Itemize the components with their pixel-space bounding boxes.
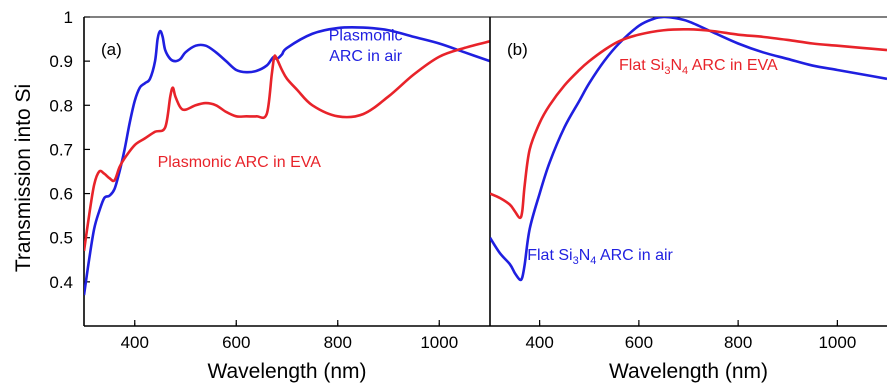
annotation-part: 3 [573,255,579,267]
annotation-part: 3 [664,65,670,77]
annotation-label: Flat Si3N4 ARC in EVA [619,57,778,77]
panel-label: (b) [507,40,528,59]
y-tick-label: 0.7 [49,140,73,159]
x-tick-label: 600 [222,333,250,352]
y-tick-label: 0.5 [49,229,73,248]
y-axis-label: Transmission into Si [12,84,35,272]
y-tick-label: 0.8 [49,96,73,115]
x-tick-label: 800 [724,333,752,352]
x-tick-label: 800 [324,333,352,352]
y-tick-label: 0.4 [49,273,73,292]
x-axis-label: Wavelength (nm) [207,360,366,383]
panel-label: (a) [101,40,122,59]
series-line-flat-si3n4-arc-in-air [490,17,887,282]
annotation-part: ARC in air [596,247,673,264]
panel-a: 400 600 800 1000 0.4 0.5 0.6 0.7 0.8 0.9 1 Waveleng… [49,8,490,383]
annotation-part: N [579,247,591,264]
x-tick-label: 400 [121,333,149,352]
x-tick-label: 400 [525,333,553,352]
annotation-part: ARC in EVA [688,57,778,74]
annotation-label: Plasmonic [329,27,403,44]
annotation-part: 4 [590,255,596,267]
annotation-label: Flat Si3N4 ARC in air [527,247,673,267]
y-tick-label: 0.6 [49,185,73,204]
series-line-plasmonic-arc-in-air [84,25,490,296]
annotation-part: Flat Si [527,247,572,264]
annotation-part: 4 [682,65,688,77]
x-axis-label: Wavelength (nm) [609,360,768,383]
annotation-part: Flat Si [619,57,664,74]
annotation-label: Plasmonic ARC in EVA [158,154,322,171]
x-tick-label: 1000 [420,333,458,352]
x-tick-label: 600 [625,333,653,352]
annotation-part: N [670,57,682,74]
annotation-label: ARC in air [329,48,403,65]
series-line-flat-si3n4-arc-in-eva [490,28,887,220]
y-tick-label: 0.9 [49,52,73,71]
y-tick-label: 1 [64,8,73,27]
x-tick-label: 1000 [818,333,856,352]
series-line-plasmonic-arc-in-eva [84,40,490,252]
